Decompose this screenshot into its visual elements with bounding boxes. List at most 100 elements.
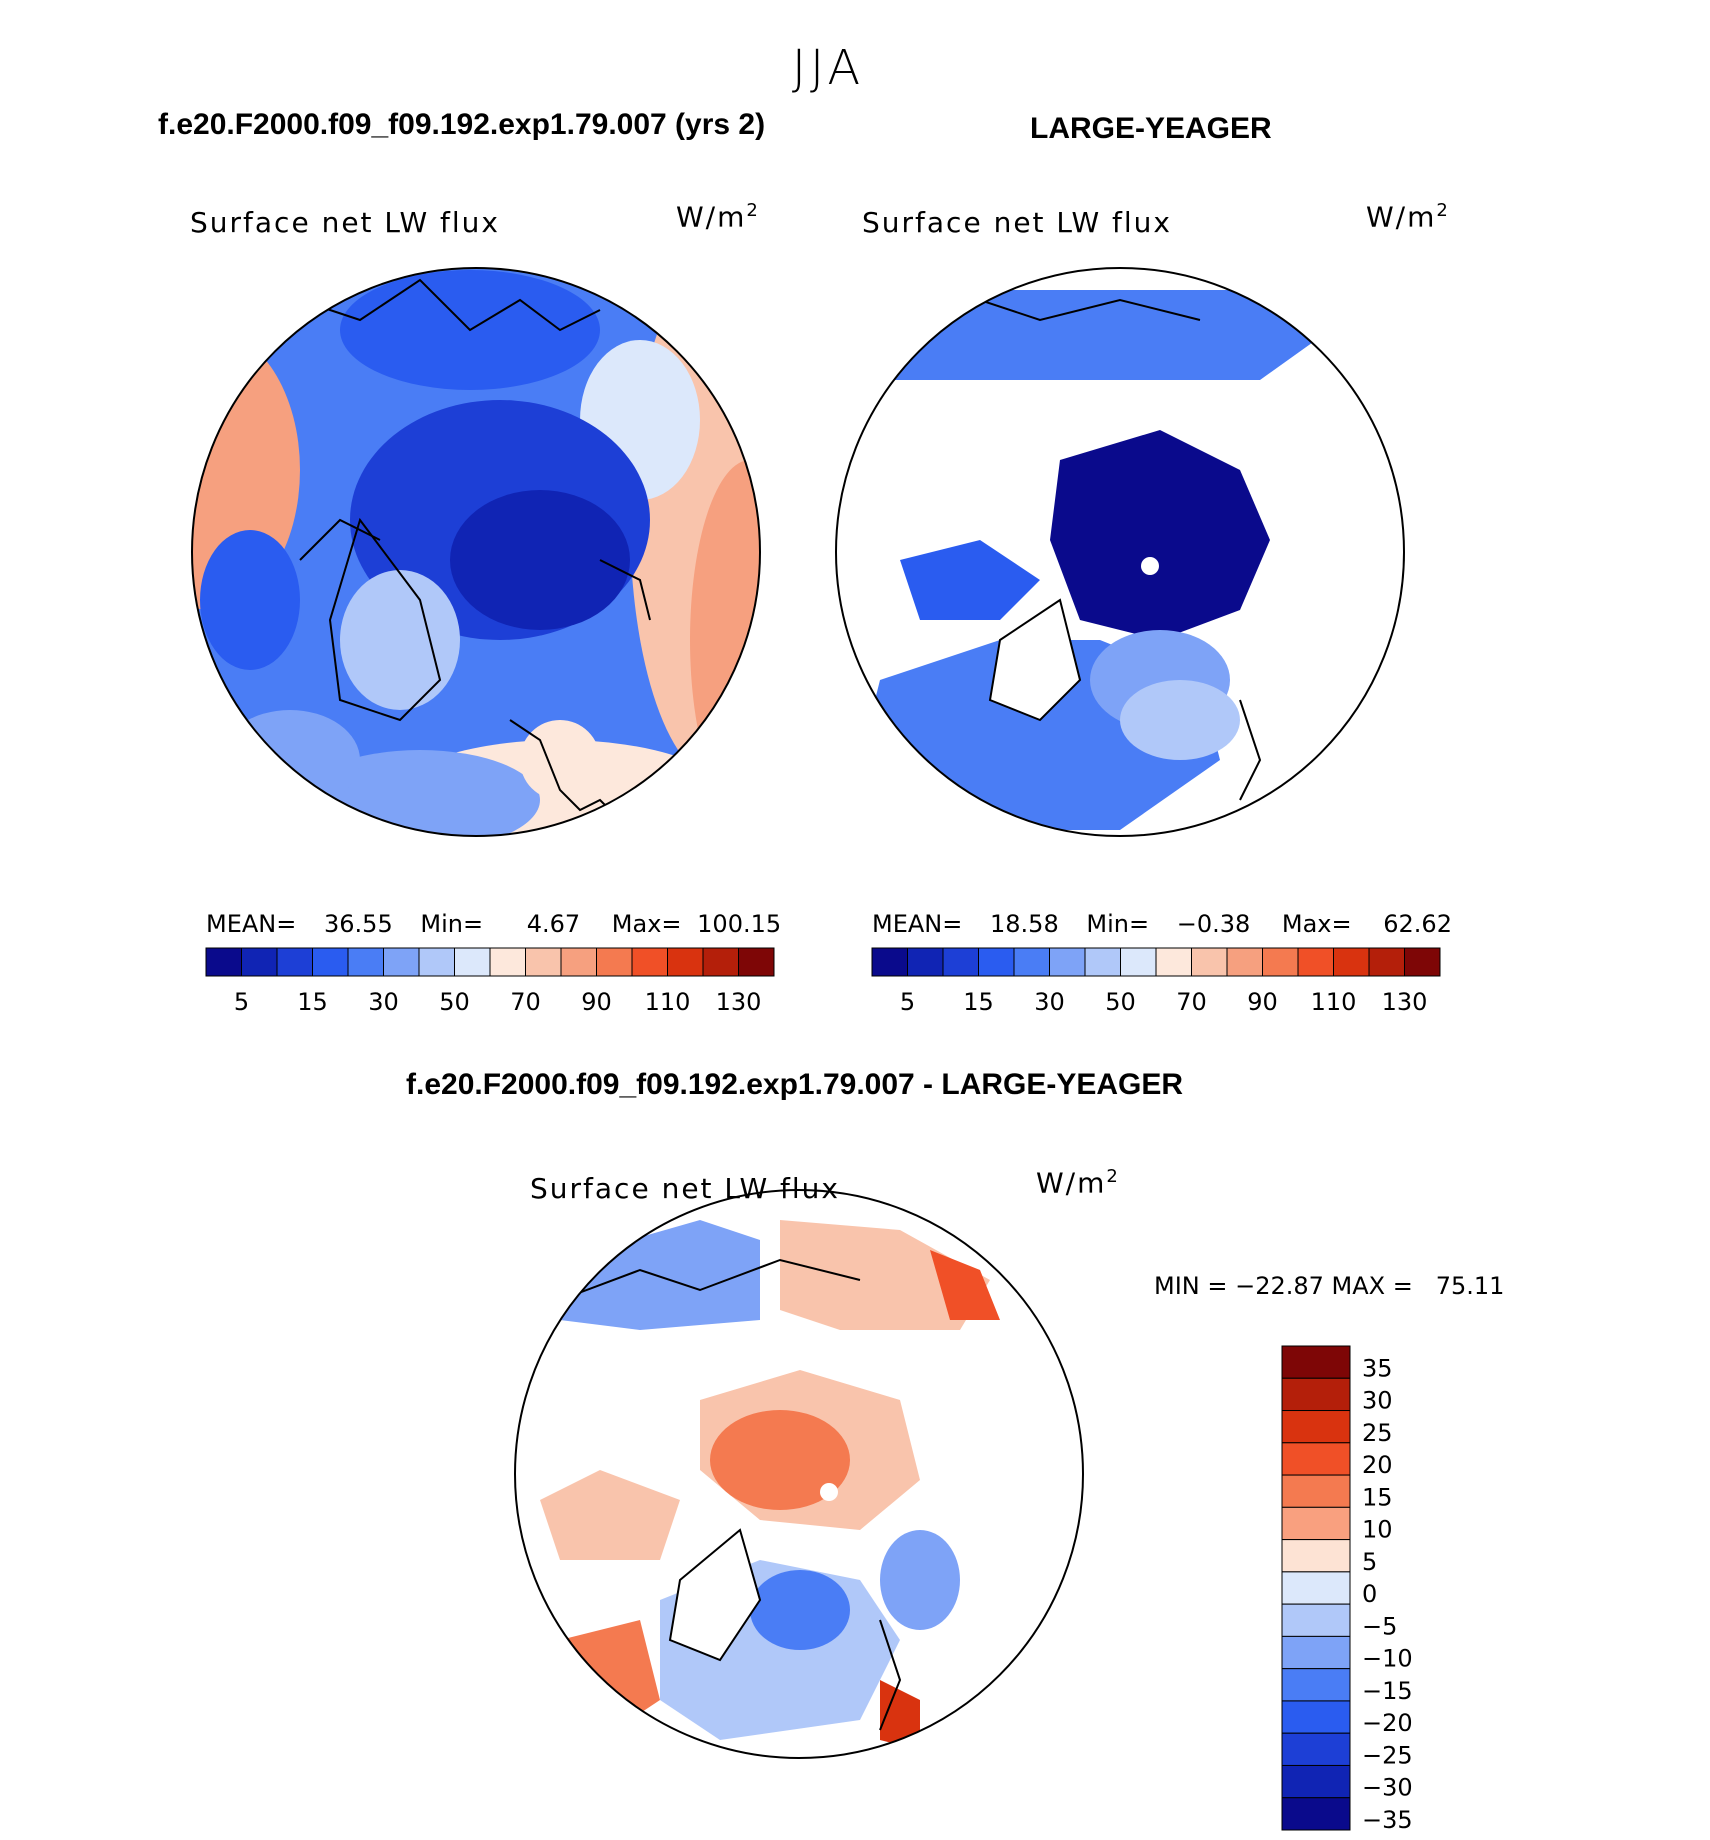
diff-colorbar-swatch <box>1281 1668 1351 1702</box>
panel1-max-value: 100.15 <box>697 910 782 938</box>
diff-colorbar-swatch <box>1281 1732 1351 1766</box>
panel1-colorbar-tick-label: 50 <box>439 988 470 1016</box>
panel2-header: LARGE-YEAGER <box>1030 112 1272 145</box>
panel1-colorbar-swatch <box>702 947 739 977</box>
panel1-colorbar-swatch <box>525 947 562 977</box>
panel2-stats: MEAN= 18.58 Min= −0.38 Max= 62.62 <box>872 910 1452 938</box>
panel2-max-value: 62.62 <box>1383 910 1452 938</box>
diff-colorbar-swatch <box>1281 1539 1351 1573</box>
panel1-colorbar-swatch <box>454 947 491 977</box>
panel1-colorbar-swatch <box>347 947 384 977</box>
diff-colorbar-tick-label: 0 <box>1362 1580 1377 1608</box>
diff-header: f.e20.F2000.f09_f09.192.exp1.79.007 - LA… <box>406 1068 1184 1101</box>
panel2-min-value: −0.38 <box>1176 910 1251 938</box>
panel2-colorbar-swatch <box>942 947 979 977</box>
diff-colorbar-tick-label: 30 <box>1362 1387 1393 1415</box>
diff-colorbar-tick-label: −10 <box>1362 1645 1413 1673</box>
panel2-colorbar-tick-label: 110 <box>1311 988 1357 1016</box>
panel2-colorbar-swatch <box>1368 947 1405 977</box>
figure-title: JJA <box>791 40 865 96</box>
panel2-colorbar-tick-label: 50 <box>1105 988 1136 1016</box>
panel1-colorbar-swatch <box>205 947 242 977</box>
panel2-colorbar-swatch <box>1262 947 1299 977</box>
diff-colorbar: 35 30 25 20 15 10 5 0 −5 −10 −15 −20 −25 −30 −35 <box>1281 1345 1413 1834</box>
panel2-colorbar-swatch <box>1191 947 1228 977</box>
panel1-colorbar-swatch <box>667 947 704 977</box>
diff-colorbar-tick-label: 35 <box>1362 1354 1393 1382</box>
diff-colorbar-tick-label: −35 <box>1362 1806 1413 1834</box>
panel1-mean-value: 36.55 <box>324 910 393 938</box>
panel1-max-label: Max= <box>611 910 682 938</box>
panel2-colorbar-swatch <box>1084 947 1121 977</box>
panel1-colorbar-swatch <box>241 947 278 977</box>
diff-colorbar-swatch <box>1281 1603 1351 1637</box>
panel1-colorbar-swatch <box>489 947 526 977</box>
diff-colorbar-tick-label: −20 <box>1362 1709 1413 1737</box>
panel2-min-label: Min= <box>1086 910 1150 938</box>
diff-variable-label: Surface net LW flux <box>530 1172 840 1205</box>
panel1-colorbar-tick-label: 110 <box>645 988 691 1016</box>
panel1-units-base: W/m <box>676 200 747 234</box>
panel1-units-sup: 2 <box>746 200 760 221</box>
diff-units: W/m2 <box>1036 1166 1120 1199</box>
panel1-colorbar-tick-label: 15 <box>297 988 328 1016</box>
panel1-min-label: Min= <box>420 910 484 938</box>
panel2-colorbar-tick-label: 15 <box>963 988 994 1016</box>
panel1-colorbar-swatch <box>312 947 349 977</box>
panel2-colorbar-swatch <box>1297 947 1334 977</box>
diff-minmax: MIN = −22.87 MAX = 75.11 <box>1154 1272 1505 1300</box>
panel2-colorbar: 5 15 30 50 70 90 110 130 <box>871 947 1441 1016</box>
panel2-colorbar-swatch <box>978 947 1015 977</box>
panel1-colorbar-swatch <box>418 947 455 977</box>
panel2-colorbar-swatch <box>1155 947 1192 977</box>
diff-colorbar-tick-label: 5 <box>1362 1548 1377 1576</box>
panel2-colorbar-tick-label: 70 <box>1176 988 1207 1016</box>
panel1-colorbar-swatch <box>738 947 775 977</box>
diff-colorbar-swatch <box>1281 1797 1351 1831</box>
diff-colorbar-tick-label: 15 <box>1362 1483 1393 1511</box>
panel1-colorbar-swatch <box>560 947 597 977</box>
panel1-colorbar: 5 15 30 50 70 90 110 130 <box>205 947 775 1016</box>
panel2-variable-label: Surface net LW flux <box>862 206 1172 239</box>
panel1-field <box>192 268 760 836</box>
panel2-colorbar-tick-label: 5 <box>900 988 915 1016</box>
diff-colorbar-swatch <box>1281 1410 1351 1444</box>
diff-units-sup: 2 <box>1106 1166 1120 1187</box>
diff-colorbar-tick-label: −15 <box>1362 1677 1413 1705</box>
panel1-stats: MEAN= 36.55 Min= 4.67 Max= 100.15 <box>206 910 781 938</box>
panel2-units: W/m2 <box>1366 200 1450 233</box>
panel2-mean-label: MEAN= <box>872 910 963 938</box>
diff-colorbar-tick-label: 25 <box>1362 1419 1393 1447</box>
diff-field <box>515 1190 1083 1758</box>
diff-colorbar-tick-label: 20 <box>1362 1451 1393 1479</box>
panel2-units-base: W/m <box>1366 200 1437 234</box>
panel2-mean-value: 18.58 <box>990 910 1059 938</box>
panel2-colorbar-tick-label: 130 <box>1382 988 1428 1016</box>
diff-colorbar-tick-label: −25 <box>1362 1741 1413 1769</box>
diff-colorbar-swatch <box>1281 1764 1351 1799</box>
panel2-units-sup: 2 <box>1436 200 1450 221</box>
panel1-mean-label: MEAN= <box>206 910 297 938</box>
panel2-colorbar-swatch <box>1404 947 1441 977</box>
diff-colorbar-swatch <box>1281 1474 1351 1508</box>
panel2-colorbar-swatch <box>1226 947 1263 977</box>
panel1-colorbar-tick-label: 30 <box>368 988 399 1016</box>
panel2-colorbar-swatch <box>1013 947 1050 977</box>
diff-colorbar-tick-label: −30 <box>1362 1774 1413 1802</box>
diff-colorbar-tick-label: 10 <box>1362 1516 1393 1544</box>
diff-colorbar-swatch <box>1281 1635 1351 1670</box>
panel2-colorbar-swatch <box>1333 947 1370 977</box>
diff-colorbar-swatch <box>1281 1700 1351 1734</box>
panel2-colorbar-swatch <box>1120 947 1157 977</box>
diff-colorbar-swatch <box>1281 1506 1351 1541</box>
panel1-colorbar-swatch <box>276 947 313 977</box>
panel1-min-value: 4.67 <box>526 910 581 938</box>
panel1-header: f.e20.F2000.f09_f09.192.exp1.79.007 (yrs… <box>158 108 766 141</box>
diff-colorbar-tick-label: −5 <box>1362 1612 1397 1640</box>
panel2-colorbar-swatch <box>907 947 944 977</box>
panel1-colorbar-tick-label: 130 <box>716 988 762 1016</box>
panel1-units: W/m2 <box>676 200 760 233</box>
panel2-colorbar-swatch <box>1049 947 1086 977</box>
panel2-colorbar-swatch <box>871 947 908 977</box>
panel1-variable-label: Surface net LW flux <box>190 206 500 239</box>
